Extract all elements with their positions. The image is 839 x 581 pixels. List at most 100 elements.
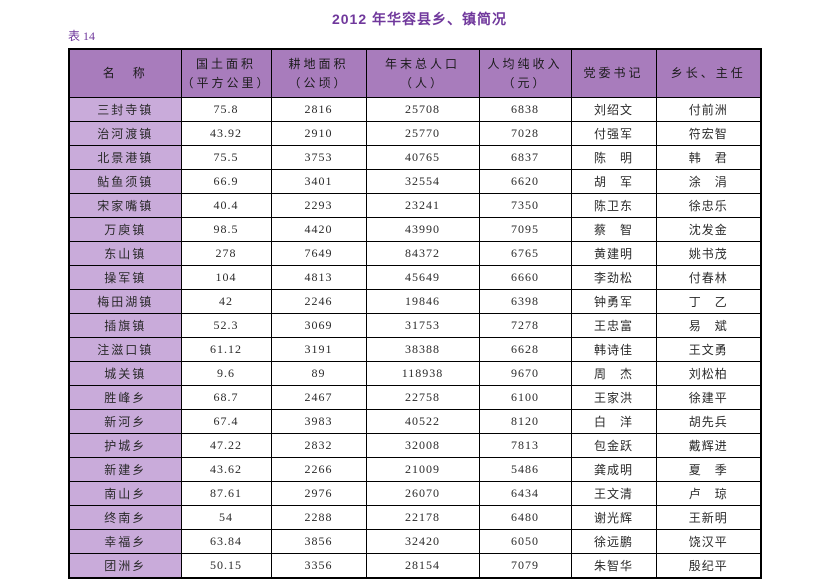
table-cell: 涂 涓 (655, 169, 762, 194)
table-cell: 89 (270, 361, 367, 386)
table-cell: 68.7 (180, 385, 272, 410)
table-cell: 9.6 (180, 361, 272, 386)
table-cell: 夏 季 (655, 457, 762, 482)
table-cell: 42 (180, 289, 272, 314)
township-name-cell: 梅田湖镇 (68, 289, 182, 314)
table-cell: 45649 (365, 265, 480, 290)
township-name-cell: 操军镇 (68, 265, 182, 290)
column-header-line1: 党委书记 (583, 66, 644, 81)
table-cell: 卢 琼 (655, 481, 762, 506)
township-name-cell: 幸福乡 (68, 529, 182, 554)
township-name-cell: 团洲乡 (68, 553, 182, 579)
table-cell: 韩 君 (655, 145, 762, 170)
table-cell: 75.8 (180, 97, 272, 122)
table-cell: 饶汉平 (655, 529, 762, 554)
table-cell: 22178 (365, 505, 480, 530)
table-cell: 胡 军 (570, 169, 657, 194)
table-cell: 蔡 智 (570, 217, 657, 242)
table-cell: 周 杰 (570, 361, 657, 386)
table-row: 东山镇 278 7649 84372 6765 黄建明 姚书茂 (68, 241, 762, 266)
table-cell: 钟勇军 (570, 289, 657, 314)
table-cell: 李劲松 (570, 265, 657, 290)
table-cell: 5486 (478, 457, 572, 482)
table-cell: 32420 (365, 529, 480, 554)
column-header-line1: 人均纯收入 (487, 56, 563, 71)
table-cell: 22758 (365, 385, 480, 410)
column-header: 名 称 (68, 48, 182, 98)
table-cell: 21009 (365, 457, 480, 482)
table-row: 注滋口镇 61.12 3191 38388 6628 韩诗佳 王文勇 (68, 337, 762, 362)
table-row: 新河乡 67.4 3983 40522 8120 白 洋胡先兵 (68, 409, 762, 434)
table-cell: 6765 (478, 241, 572, 266)
table-cell: 8120 (478, 409, 572, 434)
column-header-line1: 乡长、主任 (670, 66, 746, 81)
table-cell: 25770 (365, 121, 480, 146)
table-cell: 87.61 (180, 481, 272, 506)
township-name-cell: 三封寺镇 (68, 97, 182, 122)
table-cell: 王家洪 (570, 385, 657, 410)
township-name-cell: 胜峰乡 (68, 385, 182, 410)
column-header: 国土面积 （平方公里） (180, 48, 272, 98)
table-cell: 40765 (365, 145, 480, 170)
table-cell: 66.9 (180, 169, 272, 194)
table-cell: 50.15 (180, 553, 272, 579)
table-cell: 王文勇 (655, 337, 762, 362)
table-cell: 2246 (270, 289, 367, 314)
table-cell: 6434 (478, 481, 572, 506)
table-row: 城关镇 9.6 89 118938 9670 周 杰刘松柏 (68, 361, 762, 386)
column-header: 耕地面积 （公顷） (270, 48, 367, 98)
column-header: 党委书记 (570, 48, 657, 98)
table-cell: 付春林 (655, 265, 762, 290)
table-cell: 胡先兵 (655, 409, 762, 434)
table-row: 宋家嘴镇 40.4 2293 23241 7350 陈卫东 徐忠乐 (68, 193, 762, 218)
table-header-row: 名 称 国土面积 （平方公里） 耕地面积 （公顷） 年末总人口 （人） 人均纯收入 （元） 党委书… (68, 48, 762, 98)
table-cell: 徐建平 (655, 385, 762, 410)
townships-table: 名 称 国土面积 （平方公里） 耕地面积 （公顷） 年末总人口 （人） 人均纯收入 （元） 党委书… (68, 48, 762, 579)
table-cell: 谢光辉 (570, 505, 657, 530)
township-name-cell: 注滋口镇 (68, 337, 182, 362)
township-name-cell: 终南乡 (68, 505, 182, 530)
table-cell: 王文清 (570, 481, 657, 506)
table-cell: 4813 (270, 265, 367, 290)
column-header: 乡长、主任 (655, 48, 762, 98)
table-cell: 白 洋 (570, 409, 657, 434)
table-cell: 殷纪平 (655, 553, 762, 579)
table-cell: 2288 (270, 505, 367, 530)
table-row: 三封寺镇 75.8 2816 25708 6838 刘绍文 付前洲 (68, 97, 762, 122)
table-cell: 符宏智 (655, 121, 762, 146)
table-cell: 丁 乙 (655, 289, 762, 314)
table-cell: 刘绍文 (570, 97, 657, 122)
table-cell: 19846 (365, 289, 480, 314)
column-header-line1: 年末总人口 (384, 56, 460, 71)
table-cell: 韩诗佳 (570, 337, 657, 362)
table-label: 表 14 (68, 29, 96, 43)
township-name-cell: 北景港镇 (68, 145, 182, 170)
table-cell: 朱智华 (570, 553, 657, 579)
township-name-cell: 插旗镇 (68, 313, 182, 338)
table-cell: 7079 (478, 553, 572, 579)
table-cell: 6398 (478, 289, 572, 314)
table-cell: 2816 (270, 97, 367, 122)
table-cell: 278 (180, 241, 272, 266)
table-row: 万庾镇 98.5 4420 43990 7095 蔡 智沈发金 (68, 217, 762, 242)
table-cell: 54 (180, 505, 272, 530)
table-cell: 3401 (270, 169, 367, 194)
table-cell: 32008 (365, 433, 480, 458)
table-cell: 40.4 (180, 193, 272, 218)
table-cell: 7813 (478, 433, 572, 458)
table-cell: 3983 (270, 409, 367, 434)
column-header-line1: 国土面积 (195, 56, 256, 71)
table-cell: 2976 (270, 481, 367, 506)
table-row: 治河渡镇 43.92 2910 25770 7028 付强军 符宏智 (68, 121, 762, 146)
table-cell: 2467 (270, 385, 367, 410)
table-cell: 3753 (270, 145, 367, 170)
column-header: 人均纯收入 （元） (478, 48, 572, 98)
table-cell: 黄建明 (570, 241, 657, 266)
table-cell: 6480 (478, 505, 572, 530)
table-row: 梅田湖镇 42 2246 19846 6398 钟勇军丁 乙 (68, 289, 762, 314)
table-cell: 32554 (365, 169, 480, 194)
table-cell: 6660 (478, 265, 572, 290)
table-row: 胜峰乡 68.7 2467 22758 6100 王家洪 徐建平 (68, 385, 762, 410)
table-row: 操军镇 104 4813 45649 6660 李劲松 付春林 (68, 265, 762, 290)
